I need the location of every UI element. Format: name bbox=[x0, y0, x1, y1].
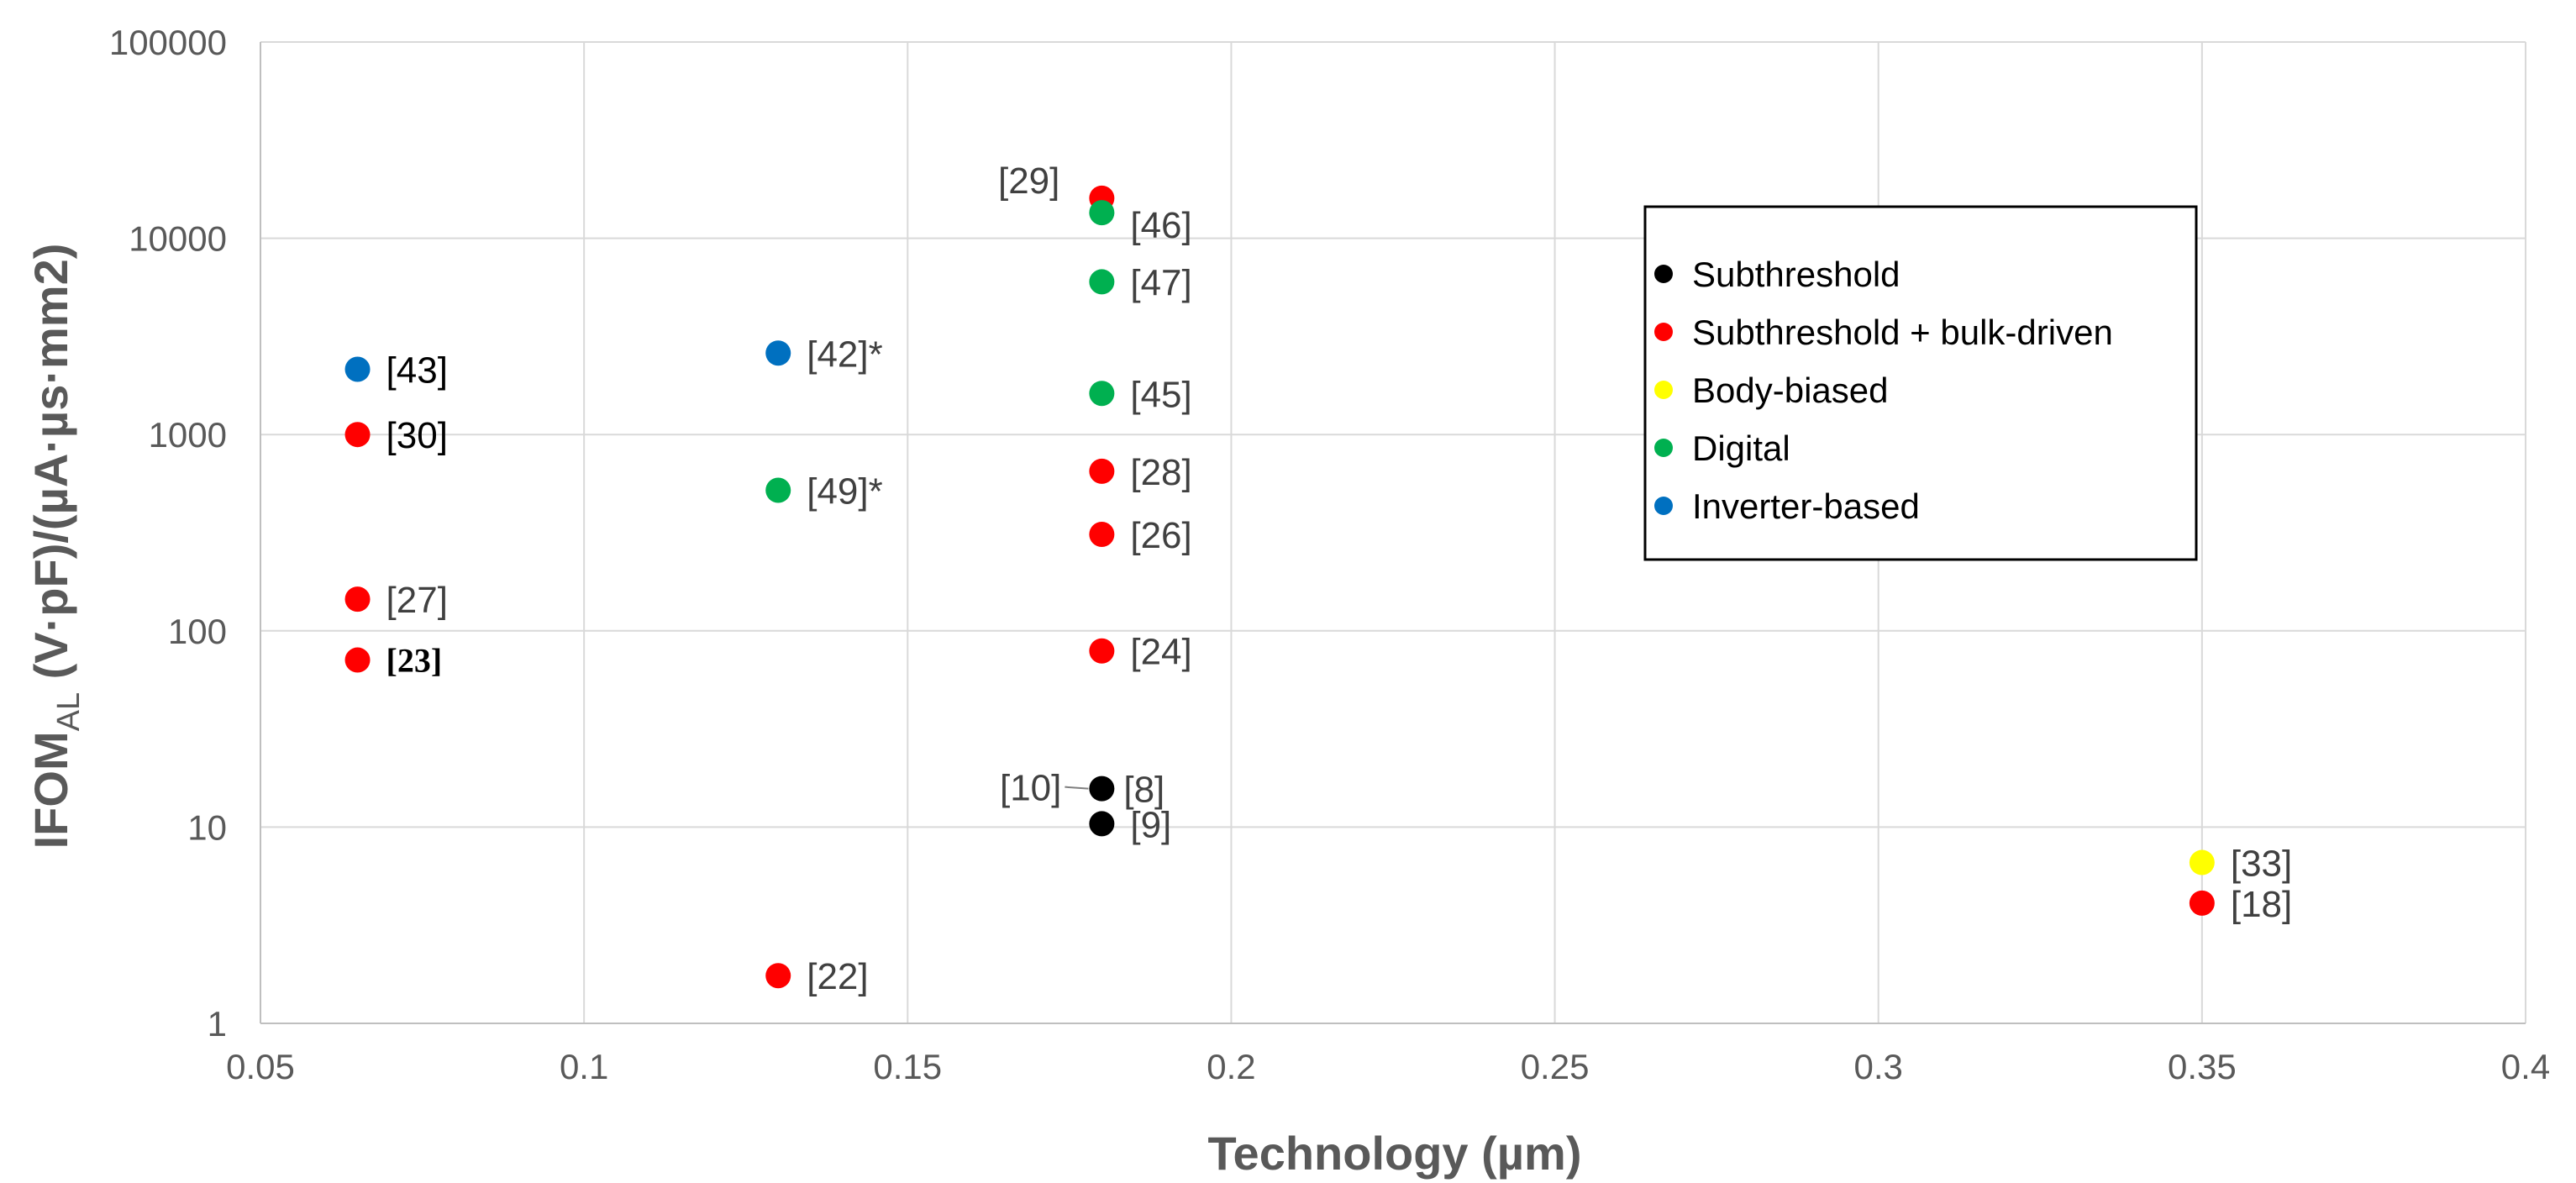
y-axis-title-main: IFOM bbox=[24, 731, 77, 849]
data-point bbox=[1089, 458, 1115, 484]
y-tick-label: 1 bbox=[208, 1004, 227, 1044]
x-tick-label: 0.05 bbox=[226, 1047, 295, 1086]
x-tick-label: 0.15 bbox=[873, 1047, 942, 1086]
point-label: [42]* bbox=[807, 334, 883, 375]
legend-marker bbox=[1654, 439, 1673, 457]
legend-marker bbox=[1654, 381, 1673, 399]
y-axis-title-rest: (V·pF)/(µA·µs·mm2) bbox=[24, 244, 77, 692]
x-tick-label: 0.25 bbox=[1521, 1047, 1590, 1086]
point-label: [33] bbox=[2231, 844, 2292, 885]
data-point bbox=[344, 586, 371, 613]
point-label: [27] bbox=[386, 580, 448, 621]
point-label: [47] bbox=[1130, 262, 1191, 303]
point-label: [22] bbox=[807, 956, 868, 997]
point-label: [24] bbox=[1130, 632, 1191, 673]
gridlines bbox=[260, 41, 2526, 1024]
point-label: [43] bbox=[386, 350, 448, 392]
point-label: [45] bbox=[1130, 374, 1191, 415]
x-tick-label: 0.35 bbox=[2168, 1047, 2237, 1086]
legend-label: Body-biased bbox=[1692, 371, 1888, 410]
y-tick-label: 100 bbox=[168, 612, 227, 651]
data-point bbox=[1089, 776, 1115, 802]
point-label: [26] bbox=[1130, 515, 1191, 556]
legend-marker bbox=[1654, 323, 1673, 341]
data-point bbox=[1089, 811, 1115, 837]
x-tick-label: 0.3 bbox=[1854, 1047, 1903, 1086]
data-point bbox=[344, 422, 371, 448]
y-tick-label: 10000 bbox=[129, 219, 227, 259]
point-label: [8] bbox=[1123, 770, 1164, 811]
x-axis-title: Technology (µm) bbox=[1208, 1127, 1582, 1180]
point-label: [29] bbox=[998, 160, 1059, 202]
y-tick-label: 1000 bbox=[149, 415, 227, 455]
y-tick-label: 100000 bbox=[109, 23, 227, 62]
point-label: [46] bbox=[1130, 205, 1191, 246]
annotation-label: [10] bbox=[1000, 768, 1061, 809]
legend: Subthreshold Subthreshold + bulk-driven Bo… bbox=[1643, 205, 2198, 561]
data-point bbox=[765, 340, 791, 366]
data-point bbox=[2189, 849, 2215, 875]
point-label: [49]* bbox=[807, 471, 883, 513]
data-point bbox=[1089, 200, 1115, 226]
data-point bbox=[1089, 269, 1115, 295]
point-label: [18] bbox=[2231, 884, 2292, 925]
legend-box bbox=[1643, 205, 2198, 561]
y-tick-label: 10 bbox=[187, 807, 227, 847]
point-label: [23] bbox=[386, 642, 443, 680]
x-tick-label: 0.4 bbox=[2501, 1047, 2550, 1086]
point-label: [28] bbox=[1130, 452, 1191, 493]
data-point bbox=[1089, 638, 1115, 664]
legend-marker bbox=[1654, 497, 1673, 515]
y-axis-title-subscript: AL bbox=[51, 692, 87, 731]
data-point bbox=[2189, 890, 2215, 916]
data-points bbox=[344, 185, 2215, 989]
point-label: [9] bbox=[1130, 804, 1171, 845]
data-point bbox=[1089, 522, 1115, 548]
legend-label: Inverter-based bbox=[1692, 486, 1920, 526]
point-labels: [8][9] [30] [27] [23] [22] [29] [28] [26] [24] [1… bbox=[386, 160, 2293, 997]
legend-label: Digital bbox=[1692, 429, 1790, 468]
data-point bbox=[765, 963, 791, 989]
legend-marker bbox=[1654, 265, 1673, 283]
data-point bbox=[344, 647, 371, 673]
x-tick-label: 0.1 bbox=[560, 1047, 608, 1086]
point-label: [30] bbox=[386, 415, 448, 456]
data-point bbox=[344, 356, 371, 382]
legend-label: Subthreshold + bulk-driven bbox=[1692, 313, 2113, 352]
data-point bbox=[1089, 381, 1115, 407]
legend-label: Subthreshold bbox=[1692, 255, 1900, 294]
x-tick-label: 0.2 bbox=[1207, 1047, 1255, 1086]
annotation-leader-line bbox=[1065, 786, 1089, 790]
tick-labels: 0.05 0.1 0.15 0.2 0.25 0.3 0.35 0.4 1 10 100 1000 10… bbox=[109, 23, 2550, 1086]
y-axis-title: IFOMAL (V·pF)/(µA·µs·mm2) bbox=[24, 244, 87, 849]
data-point bbox=[765, 477, 791, 503]
